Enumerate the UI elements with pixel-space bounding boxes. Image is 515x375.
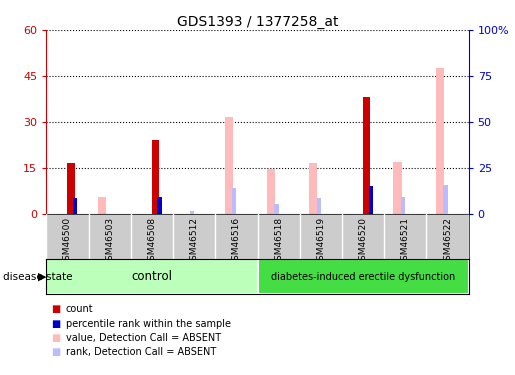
Text: ■: ■ <box>52 319 61 328</box>
Bar <box>274 204 279 214</box>
Text: ■: ■ <box>52 347 61 357</box>
Title: GDS1393 / 1377258_at: GDS1393 / 1377258_at <box>177 15 338 29</box>
Bar <box>73 198 77 214</box>
Bar <box>267 170 275 214</box>
Bar <box>232 188 236 214</box>
Text: control: control <box>131 270 173 283</box>
Text: percentile rank within the sample: percentile rank within the sample <box>66 319 231 328</box>
Text: diabetes-induced erectile dysfunction: diabetes-induced erectile dysfunction <box>271 272 455 282</box>
Text: GSM46521: GSM46521 <box>401 217 410 266</box>
Text: disease state: disease state <box>3 272 72 282</box>
Text: count: count <box>66 304 94 314</box>
Bar <box>363 98 370 214</box>
Bar <box>258 259 469 294</box>
Bar <box>369 186 373 214</box>
Bar <box>46 259 258 294</box>
Text: ■: ■ <box>52 333 61 343</box>
Text: GSM46516: GSM46516 <box>232 217 241 267</box>
Bar <box>393 162 402 214</box>
Bar <box>67 163 75 214</box>
Text: rank, Detection Call = ABSENT: rank, Detection Call = ABSENT <box>66 347 216 357</box>
Text: value, Detection Call = ABSENT: value, Detection Call = ABSENT <box>66 333 221 343</box>
Bar <box>151 140 159 214</box>
Text: GSM46500: GSM46500 <box>63 217 72 267</box>
Bar <box>190 211 194 214</box>
Text: GSM46503: GSM46503 <box>105 217 114 267</box>
Bar <box>309 163 317 214</box>
Bar <box>225 117 233 214</box>
Text: GSM46512: GSM46512 <box>190 217 199 266</box>
Text: GSM46508: GSM46508 <box>147 217 157 267</box>
Text: ■: ■ <box>52 304 61 314</box>
Bar <box>317 198 321 214</box>
Bar <box>98 197 106 214</box>
Text: GSM46518: GSM46518 <box>274 217 283 267</box>
Text: GSM46520: GSM46520 <box>358 217 368 266</box>
Bar <box>158 197 162 214</box>
Text: ▶: ▶ <box>38 272 46 282</box>
Bar <box>401 197 405 214</box>
Text: GSM46519: GSM46519 <box>316 217 325 267</box>
Bar <box>443 185 448 214</box>
Text: GSM46522: GSM46522 <box>443 217 452 266</box>
Bar <box>436 68 444 214</box>
